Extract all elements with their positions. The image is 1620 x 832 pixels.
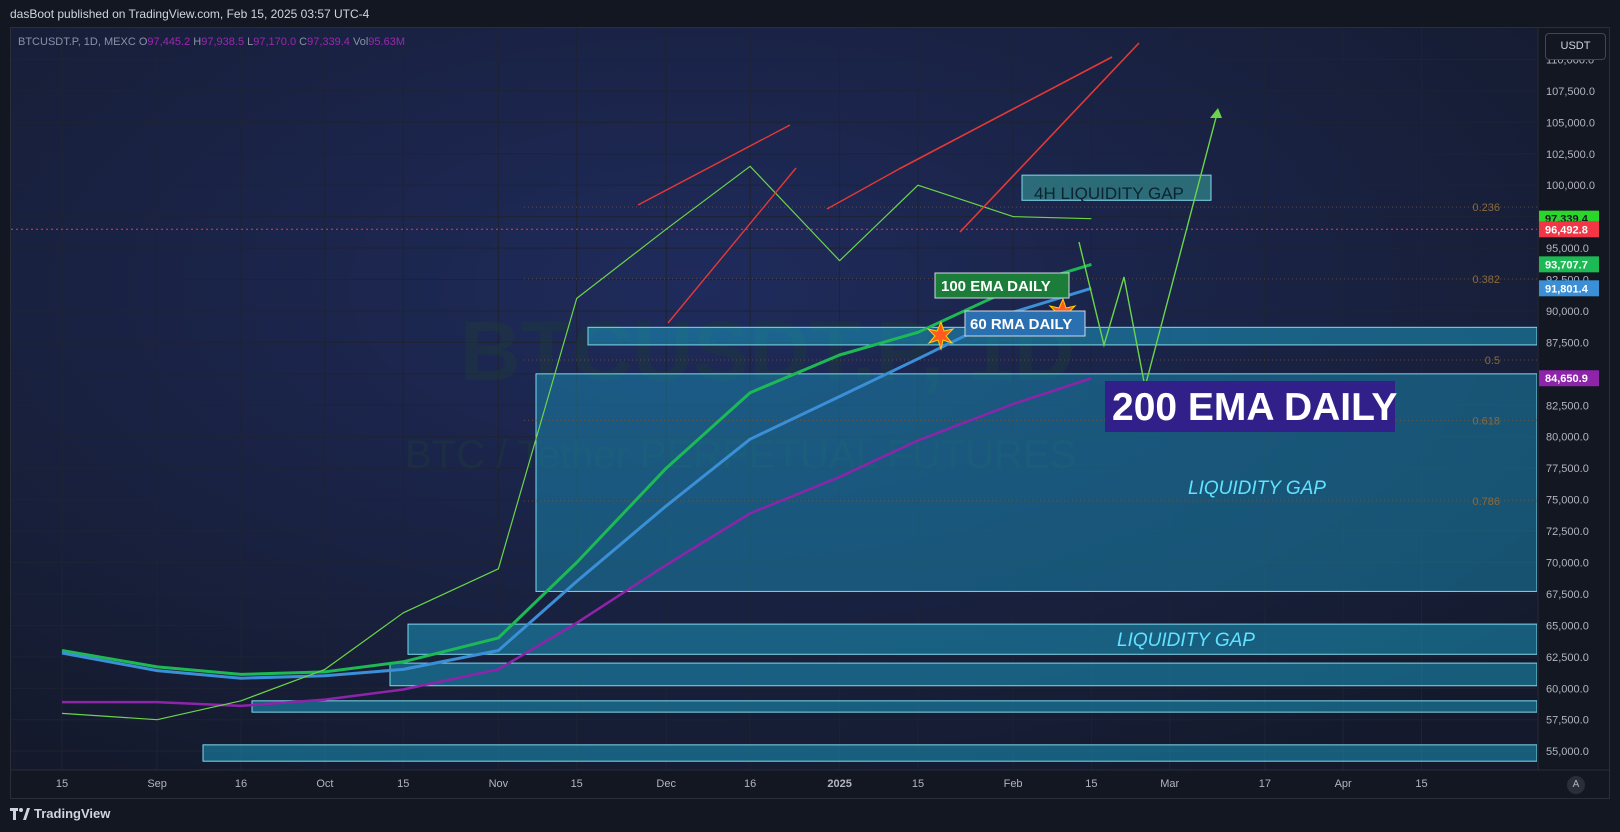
liquidity-gap-zone [389,662,1537,687]
label-liquidity-gap-lower: LIQUIDITY GAP [1117,630,1255,651]
liquidity-gap-zone [1021,174,1212,201]
symbol-name[interactable]: BTCUSDT.P, 1D, MEXC [18,36,136,48]
open-value: 97,445.2 [147,36,191,48]
time-axis-label: Mar [1160,778,1179,790]
trendline[interactable] [959,42,1140,233]
time-axis-label: Nov [489,778,509,790]
price-line [61,165,1092,721]
price-axis-label: 77,500.0 [1546,463,1589,475]
time-axis-label: 15 [397,778,409,790]
low-value: 97,170.0 [253,36,297,48]
open-label: O [138,36,148,48]
trendline[interactable] [667,167,797,324]
time-axis-label: 16 [744,778,756,790]
moving-average-line [62,377,1092,708]
close-label: C [299,36,308,48]
fib-level-label: 0.5 [1485,355,1500,367]
low-label: L [247,36,254,48]
trendline[interactable] [637,124,791,206]
volume-value: 95.63M [368,36,405,48]
time-axis-label: Dec [656,778,676,790]
price-axis-label: 62,500.0 [1546,652,1589,664]
price-axis-label: 75,000.0 [1546,495,1589,507]
top-bar: dasBoot published on TradingView.com, Fe… [0,0,1620,27]
label-60-rma-box [964,310,1086,337]
price-tag [1539,370,1599,387]
symbol-info-bar: BTCUSDT.P, 1D, MEXC O97,445.2 H97,938.5 … [18,36,405,48]
trendline[interactable] [826,168,900,210]
price-axis-label: 95,000.0 [1546,243,1589,255]
close-value: 97,339.4 [307,36,350,48]
chart-frame [10,27,1610,799]
signal-burst-icon [926,320,955,351]
high-value: 97,938.5 [201,36,245,48]
time-axis-label: 15 [1415,778,1427,790]
label-4h-gap: 4H LIQUIDITY GAP [1034,184,1184,203]
fib-level-label: 0.786 [1472,496,1500,508]
fib-level-label: 0.618 [1472,415,1500,427]
fib-level-label: 0.236 [1472,202,1500,214]
price-axis-label: 87,500.0 [1546,337,1589,349]
price-axis-label: 55,000.0 [1546,746,1589,758]
liquidity-gap-zone [251,700,1537,713]
price-tag [1539,256,1599,273]
label-200-ema-box [1105,381,1395,432]
price-axis-label: 80,000.0 [1546,432,1589,444]
moving-average-line [61,262,1092,676]
price-axis-label: 107,500.0 [1546,86,1595,98]
high-label: H [193,36,202,48]
watermark-description: BTC / Tether PERPETUAL FUTURES [405,433,1076,477]
price-axis-label: 102,500.0 [1546,149,1595,161]
price-axis-label: 100,000.0 [1546,180,1595,192]
price-tag-label: 96,492.8 [1545,224,1588,236]
auto-scale-button[interactable]: A [1567,776,1585,794]
footer-bar [0,800,1620,832]
moving-average-line [61,286,1092,680]
projection-path[interactable] [1078,109,1219,388]
tradingview-logo-icon [10,807,30,820]
price-axis-label: 60,000.0 [1546,683,1589,695]
price-axis-label: 105,000.0 [1546,117,1595,129]
publisher-line: dasBoot published on TradingView.com, Fe… [10,7,370,21]
time-axis-label: 16 [235,778,247,790]
label-100-ema: 100 EMA DAILY [941,278,1051,295]
time-axis-label: Feb [1004,778,1023,790]
liquidity-gap-zone [202,744,1537,762]
fib-level-label: 0.382 [1472,274,1500,286]
currency-button[interactable]: USDT [1545,33,1606,60]
time-axis-label: 15 [912,778,924,790]
label-60-rma: 60 RMA DAILY [970,316,1072,333]
time-axis-label: Sep [147,778,167,790]
tradingview-logo[interactable]: TradingView [10,806,110,821]
price-tag [1539,280,1599,297]
price-axis-label: 110,000.0 [1546,54,1594,66]
time-axis-label: 17 [1259,778,1271,790]
price-tag-label: 84,650.9 [1545,373,1588,385]
time-axis-label: 15 [571,778,583,790]
volume-label: Vol [353,36,369,48]
price-axis-label: 90,000.0 [1546,306,1589,318]
liquidity-gap-zone [407,623,1537,655]
price-tag-label: 91,801.4 [1545,283,1589,295]
label-200-ema: 200 EMA DAILY [1112,386,1397,429]
time-axis-label: 15 [1085,778,1097,790]
time-axis-label: Oct [316,778,333,790]
price-tag [1539,221,1599,238]
tradingview-brand: TradingView [34,806,111,821]
price-axis-label: 72,500.0 [1546,526,1589,538]
price-axis-label: 67,500.0 [1546,589,1589,601]
time-axis-label: 2025 [827,778,851,790]
time-axis-label: 15 [56,778,68,790]
price-axis-label: 70,000.0 [1546,557,1589,569]
trendline[interactable] [898,56,1113,170]
label-100-ema-box [934,272,1070,299]
time-axis-label: Apr [1335,778,1352,790]
price-axis-label: 57,500.0 [1546,715,1589,727]
price-axis-label: 82,500.0 [1546,400,1589,412]
label-liquidity-gap-main: LIQUIDITY GAP [1188,478,1326,499]
projection-arrowhead [1210,108,1222,118]
price-axis-label: 65,000.0 [1546,620,1589,632]
price-tag-label: 93,707.7 [1545,259,1588,271]
